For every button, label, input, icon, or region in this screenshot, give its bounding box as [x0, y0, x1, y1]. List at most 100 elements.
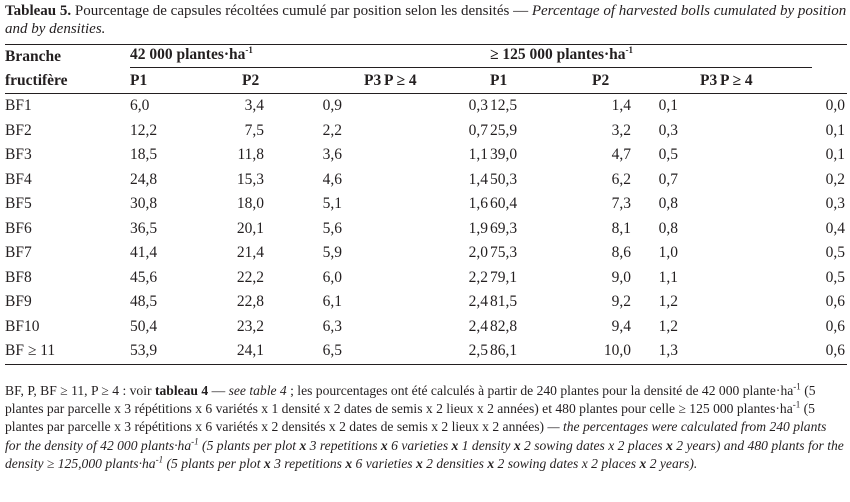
data-table: Branche 42 000 plantes·ha-1 ≥ 125 000 pl…	[5, 44, 847, 365]
table-footnote: BF, P, BF ≥ 11, P ≥ 4 : voir tableau 4 —…	[5, 381, 844, 471]
table-cell: 18,0	[236, 195, 264, 213]
row-label: BF9	[5, 293, 32, 311]
row-label: BF3	[5, 146, 32, 164]
row-header-line2: fructifère	[5, 72, 68, 89]
header-row-groups: Branche 42 000 plantes·ha-1 ≥ 125 000 pl…	[5, 44, 847, 70]
table-cell: 1,1	[468, 146, 488, 164]
table-cell: 2,4	[468, 317, 488, 335]
table-cell: 12,2	[130, 121, 158, 139]
table-cell: 0,7	[468, 121, 488, 139]
table-cell: 4,7	[611, 146, 631, 164]
table-cell: 1,1	[658, 268, 678, 286]
row-label: BF6	[5, 219, 32, 237]
table-cell: 20,1	[236, 219, 264, 237]
table-cell: 5,6	[322, 219, 342, 237]
table-cell: 0,3	[658, 121, 678, 139]
table-cell: 24,8	[130, 170, 158, 188]
table-cell: 6,0	[322, 268, 342, 286]
table-cell: 6,0	[130, 97, 150, 115]
table-cell: 0,5	[825, 268, 845, 286]
table-cell: 1,0	[658, 244, 678, 262]
table-cell: 30,8	[130, 195, 158, 213]
col-header: P ≥ 4	[384, 72, 417, 89]
table-cell: 22,8	[236, 293, 264, 311]
table-cell: 9,4	[611, 317, 631, 335]
table-row: BF2 12,2 7,5 2,2 0,7 25,9 3,2 0,3 0,1	[5, 119, 847, 144]
row-label: BF5	[5, 195, 32, 213]
table-cell: 69,3	[490, 219, 518, 237]
col-header: P2	[592, 72, 610, 89]
table-cell: 5,9	[322, 244, 342, 262]
table-cell: 25,9	[490, 121, 518, 139]
table-cell: 0,8	[658, 219, 678, 237]
caption-english: Percentage of harvested bolls cumulated …	[5, 3, 847, 37]
table-cell: 2,4	[468, 293, 488, 311]
table-cell: 0,6	[825, 342, 845, 360]
col-header: P1	[130, 72, 148, 89]
table-cell: 2,2	[468, 268, 488, 286]
table-cell: 12,5	[490, 97, 518, 115]
table-cell: 6,2	[611, 170, 631, 188]
table-cell: 1,2	[658, 293, 678, 311]
col-header: P1	[490, 72, 508, 89]
table-cell: 1,4	[468, 170, 488, 188]
table-row: BF10 50,4 23,2 6,3 2,4 82,8 9,4 1,2 0,6	[5, 315, 847, 340]
row-header-line1: Branche	[5, 48, 61, 65]
row-label: BF4	[5, 170, 32, 188]
table-cell: 0,6	[825, 293, 845, 311]
row-label: BF ≥ 11	[5, 342, 56, 360]
table-cell: 3,4	[244, 97, 264, 115]
table-cell: 0,5	[825, 244, 845, 262]
table-row: BF3 18,5 11,8 3,6 1,1 39,0 4,7 0,5 0,1	[5, 143, 847, 168]
table-cell: 0,0	[825, 97, 845, 115]
table-cell: 50,3	[490, 170, 518, 188]
table-cell: 10,0	[603, 342, 631, 360]
table-cell: 0,3	[468, 97, 488, 115]
table-cell: 60,4	[490, 195, 518, 213]
col-header: P ≥ 4	[720, 72, 753, 89]
table-row: BF5 30,8 18,0 5,1 1,6 60,4 7,3 0,8 0,3	[5, 192, 847, 217]
table-cell: 9,2	[611, 293, 631, 311]
group-header-42000: 42 000 plantes·ha-1	[130, 45, 495, 70]
table-cell: 5,1	[322, 195, 342, 213]
table-cell: 1,2	[658, 317, 678, 335]
table-cell: 0,1	[658, 97, 678, 115]
table-cell: 86,1	[490, 342, 518, 360]
table-cell: 82,8	[490, 317, 518, 335]
col-header: P2	[242, 72, 260, 89]
table-cell: 8,6	[611, 244, 631, 262]
table-cell: 2,2	[322, 121, 342, 139]
caption-label: Tableau 5.	[5, 3, 72, 19]
table-cell: 23,2	[236, 317, 264, 335]
table-cell: 7,3	[611, 195, 631, 213]
table-cell: 2,0	[468, 244, 488, 262]
table-cell: 3,2	[611, 121, 631, 139]
table-cell: 36,5	[130, 219, 158, 237]
table-cell: 2,5	[468, 342, 488, 360]
table-row: BF1 6,0 3,4 0,9 0,3 12,5 1,4 0,1 0,0	[5, 94, 847, 119]
row-label: BF1	[5, 97, 32, 115]
table-row: BF8 45,6 22,2 6,0 2,2 79,1 9,0 1,1 0,5	[5, 266, 847, 291]
table-cell: 0,8	[658, 195, 678, 213]
table-cell: 50,4	[130, 317, 158, 335]
table-cell: 11,8	[237, 146, 264, 164]
table-cell: 0,5	[658, 146, 678, 164]
table-cell: 4,6	[322, 170, 342, 188]
table-cell: 0,1	[825, 121, 845, 139]
table-cell: 15,3	[236, 170, 264, 188]
col-header: P3	[700, 72, 718, 89]
table-cell: 21,4	[236, 244, 264, 262]
table-cell: 1,4	[611, 97, 631, 115]
table-cell: 1,6	[468, 195, 488, 213]
row-label: BF2	[5, 121, 32, 139]
table-cell: 24,1	[236, 342, 264, 360]
table-cell: 81,5	[490, 293, 518, 311]
table-cell: 0,7	[658, 170, 678, 188]
table-row: BF9 48,5 22,8 6,1 2,4 81,5 9,2 1,2 0,6	[5, 290, 847, 315]
table-cell: 6,1	[322, 293, 342, 311]
table-row: BF7 41,4 21,4 5,9 2,0 75,3 8,6 1,0 0,5	[5, 241, 847, 266]
table-cell: 6,5	[322, 342, 342, 360]
group-header-125000: ≥ 125 000 plantes·ha-1	[490, 45, 847, 70]
table-cell: 6,3	[322, 317, 342, 335]
